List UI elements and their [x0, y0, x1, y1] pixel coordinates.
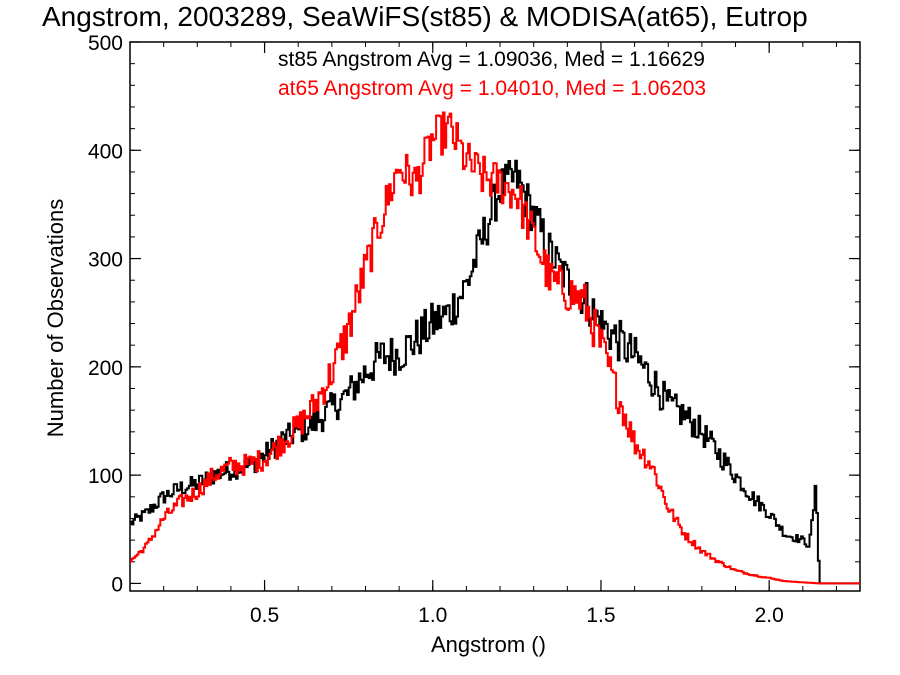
y-tick-label: 100 — [88, 465, 123, 488]
x-tick-label: 1.5 — [586, 604, 615, 627]
plot-axes: 0.5 1.0 1.5 2.0 0 100 200 300 400 500 — [88, 32, 861, 627]
y-tick-label: 200 — [88, 357, 123, 380]
x-tick-label: 1.0 — [418, 604, 447, 627]
y-tick-label: 400 — [88, 140, 123, 163]
y-axis-label: Number of Observations — [43, 198, 68, 438]
x-tick-label: 0.5 — [250, 604, 279, 627]
x-tick-label: 2.0 — [755, 604, 784, 627]
histogram-st85 — [130, 159, 860, 585]
series-layer — [130, 111, 860, 585]
chart-title: Angstrom, 2003289, SeaWiFS(st85) & MODIS… — [42, 1, 808, 32]
histogram-at65 — [130, 111, 860, 585]
x-axis-label: Angstrom () — [431, 632, 546, 657]
plot-frame — [129, 41, 861, 592]
st85-stats-annotation: st85 Angstrom Avg = 1.09036, Med = 1.166… — [278, 48, 705, 71]
y-tick-label: 500 — [88, 32, 123, 55]
at65-stats-annotation: at65 Angstrom Avg = 1.04010, Med = 1.062… — [278, 77, 707, 100]
y-tick-label: 300 — [88, 249, 123, 272]
y-tick-label: 0 — [111, 573, 123, 596]
